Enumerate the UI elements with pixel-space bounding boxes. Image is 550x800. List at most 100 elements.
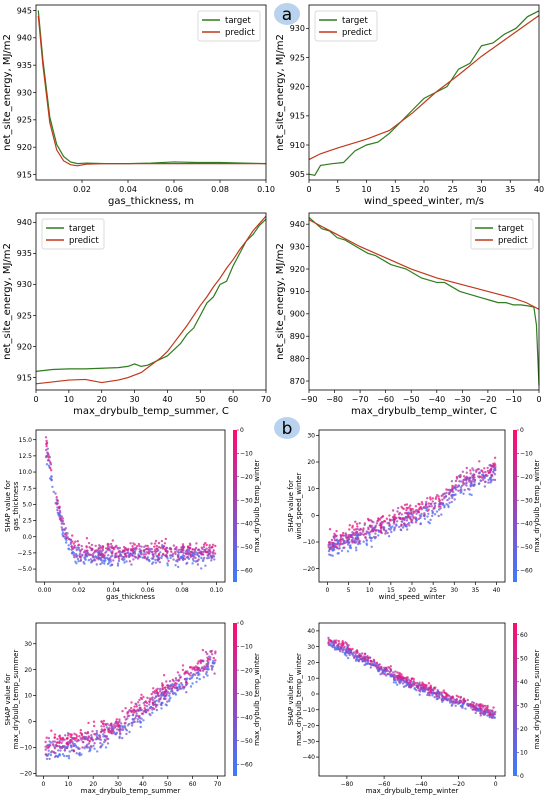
scatter-point [69,744,73,747]
scatter-point [201,666,204,669]
scatter-points [327,636,497,719]
scatter-point [94,559,97,562]
scatter-point [343,652,346,655]
scatter-point [377,530,381,533]
scatter-point [204,650,208,654]
scatter-point [78,747,81,750]
scatter-point [75,733,78,736]
scatter-point [368,536,372,539]
scatter-point [335,545,338,549]
scatter-point [123,715,126,719]
scatter-point [359,527,362,531]
scatter-point [341,650,344,654]
scatter-point [136,718,140,721]
x-tick-label: 10 [361,185,371,194]
y-tick-label: 30 [307,432,315,439]
scatter-point [82,561,85,564]
scatter-point [104,746,108,749]
scatter-point [87,721,90,725]
colorbar-tick-label: −50 [240,738,253,745]
scatter-point [486,704,489,708]
scatter-point [85,537,89,540]
scatter-point [85,545,88,548]
scatter-point [121,726,125,729]
y-tick-label: 945 [17,6,32,15]
scatter-point [86,731,90,734]
scatter-point [104,723,107,726]
colorbar-tick-label: −40 [240,714,253,721]
scatter-point [354,546,358,549]
scatter-point [429,502,432,506]
scatter-point [199,659,202,662]
scatter-point [61,529,64,532]
scatter-point [57,749,60,752]
scatter-point [404,684,407,688]
scatter-point [383,519,386,523]
scatter-point [64,541,68,544]
scatter-point [343,539,346,543]
scatter-point [395,516,398,520]
scatter-point [376,519,380,522]
scatter-point [129,542,132,545]
scatter-point [118,718,121,721]
scatter-point [389,668,393,672]
scatter-point [490,712,493,716]
scatter-point [348,528,351,531]
scatter-point [375,666,379,670]
scatter-point [471,701,474,704]
scatter-point [166,700,169,703]
scatter-point [429,686,432,689]
scatter-point [416,684,419,687]
scatter-point [371,527,375,531]
scatter-point [200,567,203,570]
scatter-point [422,514,425,517]
scatter-point [181,664,185,667]
scatter-point [327,638,331,641]
scatter-point [123,558,126,561]
scatter-point [398,675,401,678]
y-tick-label: 10.0 [19,469,33,476]
scatter-point [328,543,331,546]
scatter-point [493,713,496,716]
y-tick-label: 20 [307,459,315,466]
x-tick-label: 30 [114,781,122,788]
x-tick-label: 50 [195,395,205,404]
scatter-point [155,544,158,548]
scatter-point [74,739,77,742]
scatter-point [191,562,194,565]
scatter-point [492,468,496,471]
scatter-point [400,513,404,516]
y-axis-label: SHAP value for [4,673,12,725]
scatter-point [145,557,148,560]
scatter-point [375,661,379,664]
scatter-point [195,676,199,680]
scatter-point [137,701,140,704]
x-tick-label: 0 [42,781,46,788]
scatter-point [102,722,105,726]
scatter-point [183,671,187,674]
scatter-point [454,484,457,487]
scatter-point [123,561,126,564]
scatter-point [486,469,490,473]
scatter-point [79,555,82,558]
scatter-point [154,703,157,706]
colorbar-tick-label: 50 [520,656,528,663]
y-tick-label: 930 [290,242,305,251]
scatter-point [142,549,146,553]
scatter-point [210,649,213,653]
scatter-point [492,470,495,473]
colorbar-tick-label: −10 [240,644,253,651]
panel-badge-b-label: b [282,419,293,439]
scatter-point [142,719,145,722]
scatter-point [100,728,104,731]
scatter-point [158,561,162,564]
scatter-point [130,563,133,566]
scatter-point [56,737,59,741]
scatter-point [406,683,409,687]
scatter-point [47,746,50,749]
scatter-point [445,488,448,491]
scatter-point [176,688,179,692]
scatter-point [44,748,47,751]
scatter-point [377,666,381,669]
scatter-point [107,728,110,731]
